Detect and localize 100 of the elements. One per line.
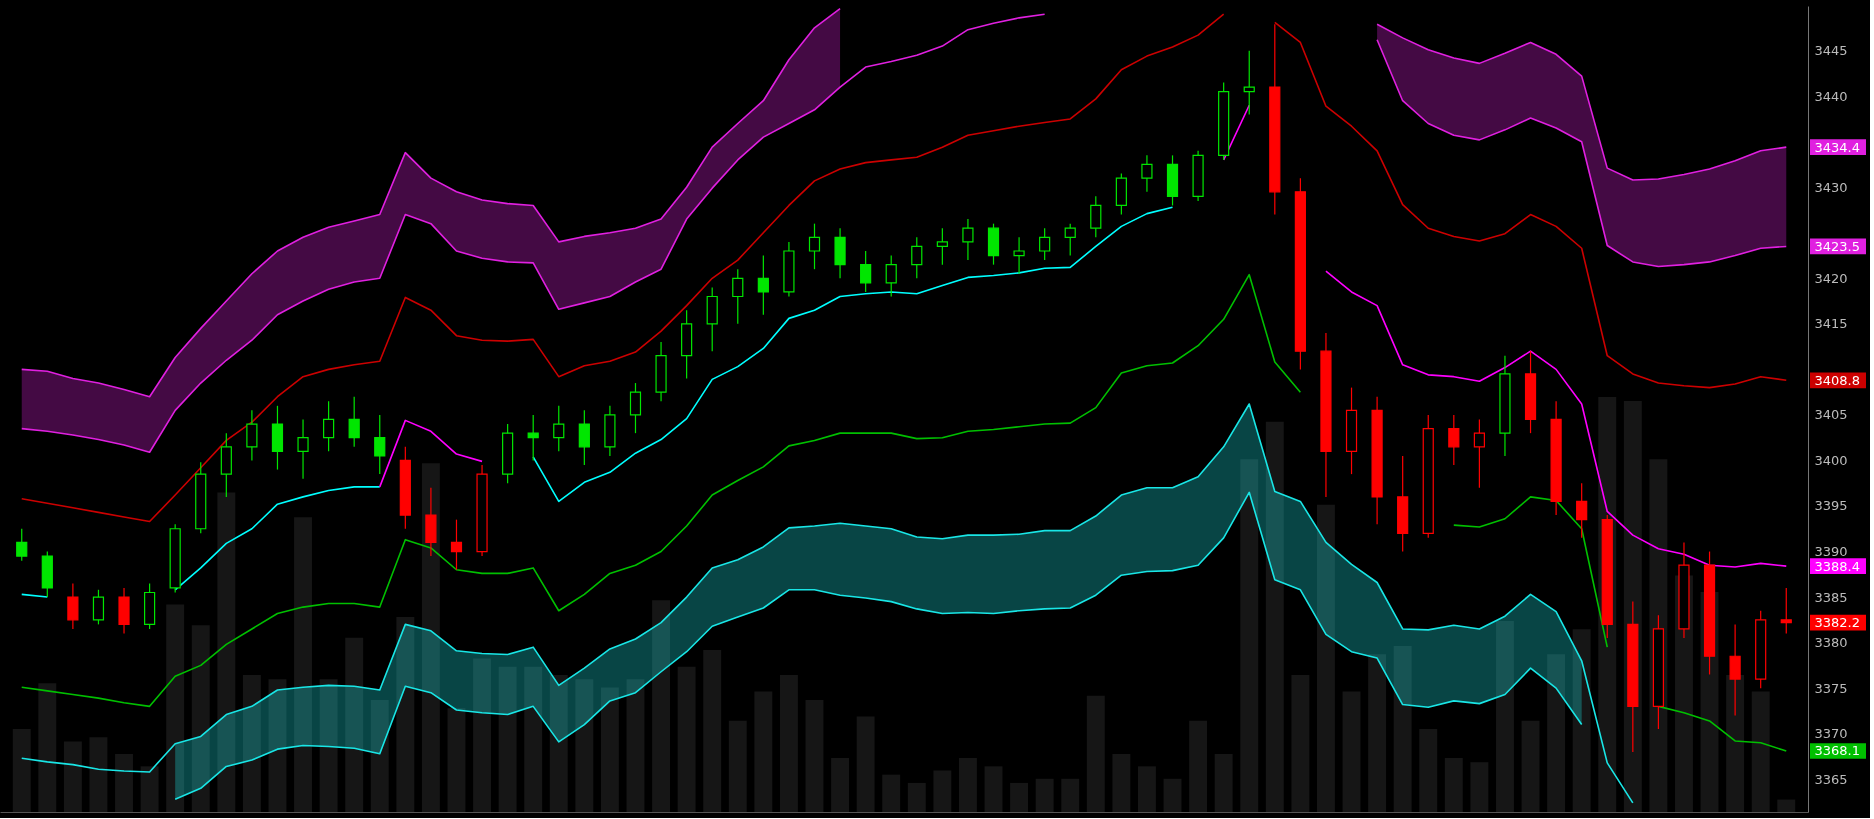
- candlestick: [1090, 195, 1102, 238]
- bar: [1496, 621, 1514, 812]
- bar: [1777, 799, 1796, 812]
- bar: [779, 675, 798, 812]
- bar: [1112, 753, 1131, 812]
- y-tick-label: 3380: [1814, 635, 1848, 651]
- bar: [294, 517, 312, 812]
- bar: [166, 604, 185, 812]
- bar: [1086, 695, 1105, 812]
- y-tick-label: 3390: [1814, 544, 1848, 560]
- bar: [1010, 782, 1029, 812]
- bar: [447, 708, 466, 812]
- bar: [319, 679, 338, 812]
- bar: [1240, 459, 1259, 812]
- y-tick-label: 3368.1: [1814, 743, 1860, 759]
- candlestick: [757, 254, 769, 316]
- candlestick: [1473, 418, 1485, 489]
- bar: [1317, 504, 1335, 812]
- candlestick: [1141, 154, 1153, 193]
- candlestick: [67, 582, 79, 630]
- candlestick: [553, 405, 565, 452]
- bar: [1214, 753, 1233, 812]
- bar: [1163, 778, 1182, 812]
- bar: [345, 637, 364, 812]
- candlestick: [732, 268, 744, 325]
- y-tick-label: 3440: [1814, 88, 1848, 104]
- bar: [1342, 691, 1361, 812]
- bar: [575, 679, 594, 812]
- bar: [1393, 645, 1412, 812]
- candlestick: [885, 254, 897, 298]
- y-tick-label: 3382.2: [1814, 615, 1860, 631]
- bar: [140, 766, 159, 812]
- candlestick: [323, 400, 335, 452]
- bar: [805, 699, 824, 812]
- bar: [12, 728, 31, 812]
- candlestick: [92, 589, 105, 625]
- bar: [524, 666, 543, 812]
- bar: [1419, 728, 1438, 812]
- line-series: [174, 491, 1583, 801]
- candlestick: [1729, 623, 1741, 717]
- bar: [882, 774, 901, 812]
- y-tick-label: 3370: [1814, 726, 1848, 742]
- bar: [1035, 778, 1054, 812]
- bar: [63, 741, 82, 812]
- y-tick-label: 3434.4: [1814, 139, 1860, 155]
- y-tick-label: 3385: [1814, 589, 1848, 605]
- bar: [217, 492, 236, 812]
- bar: [703, 650, 722, 812]
- candlestick: [348, 396, 360, 448]
- candlestick: [527, 414, 539, 462]
- bar: [370, 699, 389, 812]
- candlestick: [1780, 587, 1792, 635]
- bar: [89, 737, 108, 812]
- bar: [268, 679, 287, 812]
- candlestick: [962, 218, 974, 261]
- bar: [549, 675, 568, 812]
- bar: [1137, 766, 1156, 812]
- bar: [600, 687, 619, 812]
- bar: [652, 600, 671, 812]
- bar: [1265, 421, 1284, 812]
- candlestick: [936, 227, 948, 266]
- bar: [1291, 675, 1310, 812]
- bar: [984, 766, 1003, 812]
- y-tick-label: 3430: [1814, 179, 1848, 195]
- candlestick: [246, 409, 258, 462]
- y-tick-label: 3388.4: [1814, 558, 1860, 574]
- y-tick-label: 3365: [1814, 771, 1848, 787]
- y-tick-label: 3445: [1814, 43, 1848, 59]
- bar: [1368, 654, 1387, 812]
- bar: [1521, 720, 1540, 812]
- bar: [677, 666, 696, 812]
- bar: [1547, 654, 1566, 812]
- y-tick-label: 3423.5: [1814, 238, 1860, 254]
- candlestick: [911, 236, 923, 279]
- bar: [754, 691, 773, 812]
- bar: [242, 675, 261, 812]
- y-tick-label: 3400: [1814, 452, 1848, 468]
- candlestick: [450, 519, 463, 571]
- candlestick: [374, 414, 386, 475]
- bar: [115, 753, 133, 812]
- y-tick-label: 3375: [1814, 680, 1848, 696]
- bar: [1751, 691, 1770, 812]
- candlestick: [1064, 223, 1076, 257]
- bar: [831, 758, 850, 812]
- candlestick: [578, 409, 590, 466]
- bar: [473, 658, 491, 812]
- y-tick-label: 3415: [1814, 316, 1848, 332]
- bar: [728, 720, 747, 812]
- bar: [38, 683, 57, 812]
- y-tick-label: 3420: [1814, 270, 1848, 286]
- bar: [626, 679, 645, 812]
- y-tick-label: 3408.8: [1814, 372, 1860, 388]
- bar: [498, 666, 517, 812]
- bar: [421, 463, 440, 812]
- bar: [396, 616, 415, 812]
- candlestick: [629, 382, 642, 434]
- candlestick: [808, 223, 821, 270]
- candlestick: [860, 250, 872, 293]
- candlestick: [1576, 482, 1588, 539]
- y-tick-label: 3405: [1814, 407, 1848, 423]
